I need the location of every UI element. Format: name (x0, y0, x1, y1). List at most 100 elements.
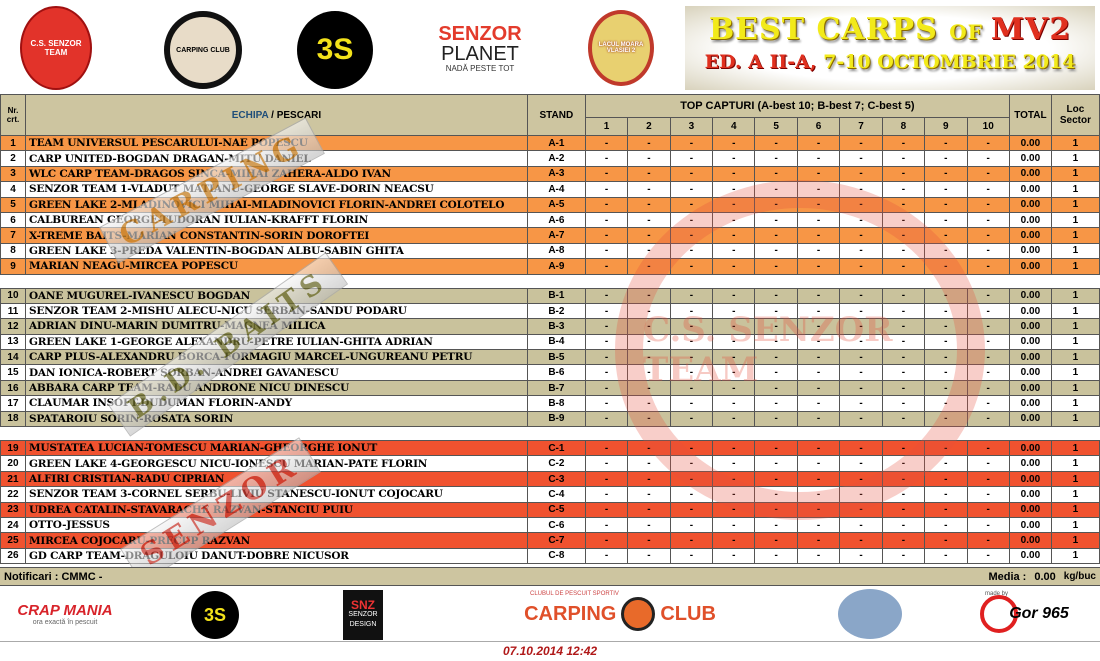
capture-cell: - (796, 547, 841, 565)
capture-cell: - (924, 181, 968, 198)
capture-cell: - (627, 349, 671, 366)
capture-cell: - (924, 211, 968, 229)
capture-cell: - (796, 150, 841, 167)
capture-cell: - (881, 134, 926, 152)
loc-sector: 1 (1050, 501, 1100, 518)
senzor-team-logo: C.S. SENZOR TEAM (20, 6, 92, 90)
row-number: 4 (0, 181, 26, 198)
capture-cell: - (966, 181, 1010, 198)
total: 0.00 (1008, 349, 1052, 366)
total: 0.00 (1008, 227, 1052, 244)
capture-cell: - (796, 364, 841, 381)
team-name: DAN IONICA-ROBERT SORBAN-ANDREI GAVANESC… (24, 364, 528, 381)
capture-cell: - (754, 165, 798, 183)
loc-sector: 1 (1050, 516, 1100, 534)
capture-cell: - (712, 349, 756, 366)
capture-cell: - (712, 333, 756, 351)
capture-cell: - (584, 242, 629, 260)
team-name: MIRCEA COJOCARU-PRECUP RAZVAN (24, 532, 528, 549)
team-name: SENZOR TEAM 3-CORNEL SERBU-LIVIU STANESC… (24, 486, 528, 503)
row-number: 21 (0, 470, 26, 488)
capture-cell: - (881, 181, 926, 198)
row-number: 13 (0, 333, 26, 351)
capture-cell: - (627, 227, 671, 244)
capture-cell: - (839, 364, 883, 381)
capture-cell: - (796, 181, 841, 198)
capture-cell: - (966, 379, 1010, 397)
team-name: CARP UNITED-BOGDAN DRAGAN-MITU DANIEL (24, 150, 528, 167)
stand: A-2 (526, 150, 586, 167)
capture-cell: - (966, 302, 1010, 320)
sector-gap (0, 273, 1100, 289)
table-row: 14 CARP PLUS-ALEXANDRU BORCA-FORMAGIU MAR… (0, 349, 1100, 366)
team-name: GREEN LAKE 1-GEORGE ALEXANDRU-PETRE IULI… (24, 333, 528, 351)
capture-col-4: 4 (712, 117, 756, 136)
col-anglers-label: PESCARI (276, 109, 322, 121)
capture-cell: - (584, 516, 629, 534)
row-number: 7 (0, 227, 26, 244)
capture-cell: - (584, 258, 629, 275)
capture-cell: - (584, 227, 629, 244)
made-by: made by (985, 591, 1009, 597)
capture-cell: - (924, 196, 968, 213)
capture-cell: - (754, 455, 798, 472)
event-title: BEST CARPS OF MV2 ED. A II-A, 7-10 OCTOM… (685, 6, 1095, 90)
capture-cell: - (584, 379, 629, 397)
capture-cell: - (584, 395, 629, 412)
capture-cell: - (584, 547, 629, 565)
total: 0.00 (1008, 150, 1052, 167)
results-table: Nr. crt. ECHIPA / PESCARI STAND TOP CAPT… (0, 94, 1100, 565)
row-number: 22 (0, 486, 26, 503)
stand: A-1 (526, 134, 586, 152)
col-nr: Nr. crt. (0, 94, 26, 136)
team-name: UDREA CATALIN-STAVARACHE RAZVAN-STANCIU … (24, 501, 528, 518)
capture-cell: - (966, 410, 1010, 428)
team-name: GD CARP TEAM-DRAGULOIU DANUT-DOBRE NICUS… (24, 547, 528, 565)
loc-sector: 1 (1050, 333, 1100, 351)
moara-vlasiei-logo: LACUL MOARA VLASIEI 2 (588, 10, 654, 86)
title-line1: BEST CARPS OF MV2 (685, 12, 1095, 47)
capture-cell: - (839, 150, 883, 167)
capture-cell: - (796, 318, 841, 335)
capture-cell: - (754, 181, 798, 198)
capture-cell: - (669, 287, 714, 304)
row-number: 3 (0, 165, 26, 183)
capture-cell: - (754, 227, 798, 244)
capture-cell: - (584, 532, 629, 549)
total: 0.00 (1008, 287, 1052, 304)
capture-cell: - (669, 134, 714, 152)
capture-cell: - (966, 196, 1010, 213)
capture-cell: - (839, 486, 883, 503)
row-number: 5 (0, 196, 26, 213)
capture-cell: - (924, 349, 968, 366)
sponsor-logos: CRAP MANIA ora exactă în pescuit 3S SNZ … (0, 587, 1100, 640)
team-name: CLAUMAR INSOFT-DUDUMAN FLORIN-ANDY (24, 395, 528, 412)
capture-cell: - (966, 165, 1010, 183)
table-row: 4 SENZOR TEAM 1-VLADUT MATIANU-GEORGE SLA… (0, 181, 1100, 198)
capture-cell: - (796, 211, 841, 229)
loc-sector: 1 (1050, 134, 1100, 152)
capture-cell: - (712, 196, 756, 213)
capture-cell: - (839, 287, 883, 304)
capture-cell: - (796, 501, 841, 518)
gor-ring (980, 595, 1018, 633)
capture-cell: - (669, 150, 714, 167)
capture-cell: - (669, 440, 714, 457)
capture-cell: - (796, 134, 841, 152)
row-number: 16 (0, 379, 26, 397)
capture-cell: - (627, 242, 671, 260)
capture-cell: - (754, 516, 798, 534)
gor965-logo: made by Gor 965 (975, 591, 1095, 637)
capture-cell: - (924, 302, 968, 320)
col-top-captures: TOP CAPTURI (A-best 10; B-best 7; C-best… (584, 94, 1010, 118)
capture-cell: - (881, 196, 926, 213)
capture-cell: - (881, 440, 926, 457)
capture-cell: - (754, 440, 798, 457)
capture-cell: - (839, 181, 883, 198)
capture-cell: - (627, 364, 671, 381)
media-label: Media : (988, 570, 1027, 583)
capture-cell: - (881, 364, 926, 381)
stand: B-8 (526, 395, 586, 412)
capture-cell: - (796, 532, 841, 549)
capture-cell: - (966, 211, 1010, 229)
